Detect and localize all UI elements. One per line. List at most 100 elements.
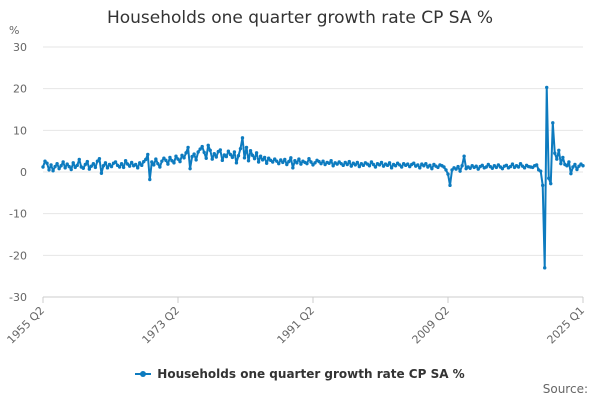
data-point[interactable] — [289, 156, 293, 160]
data-point[interactable] — [283, 157, 287, 162]
data-point[interactable] — [484, 165, 488, 169]
data-point[interactable] — [522, 166, 527, 170]
data-point[interactable] — [369, 160, 374, 164]
data-point[interactable] — [117, 165, 122, 169]
data-point[interactable] — [416, 163, 420, 167]
data-point[interactable] — [144, 157, 148, 162]
data-point[interactable] — [547, 176, 551, 180]
data-point[interactable] — [113, 160, 118, 164]
data-point[interactable] — [553, 151, 557, 155]
data-point[interactable] — [164, 158, 168, 163]
data-point[interactable] — [287, 159, 291, 164]
data-point[interactable] — [567, 160, 571, 164]
data-point[interactable] — [77, 157, 81, 162]
data-point[interactable] — [244, 145, 249, 150]
data-point[interactable] — [140, 163, 144, 168]
data-point[interactable] — [212, 151, 216, 156]
data-point[interactable] — [573, 162, 577, 167]
data-point[interactable] — [474, 164, 478, 168]
data-point[interactable] — [127, 164, 132, 168]
data-point[interactable] — [355, 160, 360, 165]
data-point[interactable] — [184, 151, 188, 155]
data-point[interactable] — [545, 85, 549, 90]
data-point[interactable] — [367, 164, 372, 168]
data-point[interactable] — [291, 166, 295, 170]
data-point[interactable] — [242, 156, 247, 160]
data-point[interactable] — [543, 266, 547, 270]
data-point[interactable] — [87, 167, 92, 171]
data-point[interactable] — [238, 146, 243, 151]
data-point[interactable] — [436, 165, 440, 170]
data-point[interactable] — [460, 164, 464, 168]
data-point[interactable] — [456, 164, 460, 169]
data-point[interactable] — [577, 164, 581, 168]
data-point[interactable] — [516, 165, 521, 169]
data-point[interactable] — [430, 166, 434, 171]
data-point[interactable] — [236, 154, 241, 158]
data-point[interactable] — [85, 159, 90, 164]
data-point[interactable] — [95, 159, 100, 163]
data-point[interactable] — [59, 164, 63, 168]
data-point[interactable] — [307, 156, 311, 161]
data-point[interactable] — [152, 163, 156, 167]
data-point[interactable] — [476, 167, 480, 171]
data-point[interactable] — [168, 155, 172, 160]
data-point[interactable] — [176, 157, 180, 161]
data-point[interactable] — [65, 162, 69, 166]
data-point[interactable] — [156, 161, 160, 166]
data-point[interactable] — [234, 161, 239, 165]
data-point[interactable] — [319, 161, 323, 166]
data-point[interactable] — [317, 159, 321, 164]
data-point[interactable] — [246, 159, 251, 163]
data-point[interactable] — [297, 157, 301, 161]
data-point[interactable] — [549, 181, 553, 186]
data-point[interactable] — [347, 159, 351, 164]
data-point[interactable] — [555, 157, 559, 161]
data-point[interactable] — [81, 166, 86, 170]
data-point[interactable] — [182, 156, 186, 160]
data-point[interactable] — [387, 161, 392, 165]
data-point[interactable] — [232, 150, 237, 154]
data-point[interactable] — [371, 162, 376, 167]
data-point[interactable] — [109, 164, 114, 169]
data-point[interactable] — [361, 163, 366, 168]
data-point[interactable] — [262, 155, 267, 160]
data-point[interactable] — [228, 152, 233, 157]
data-point[interactable] — [349, 164, 353, 168]
data-point[interactable] — [67, 164, 71, 169]
data-point[interactable] — [389, 166, 394, 170]
data-point[interactable] — [412, 161, 416, 165]
data-point[interactable] — [75, 163, 79, 168]
data-point[interactable] — [226, 149, 231, 153]
data-point[interactable] — [252, 156, 257, 161]
data-point[interactable] — [178, 159, 182, 164]
data-point[interactable] — [230, 155, 235, 160]
data-point[interactable] — [206, 143, 210, 148]
data-point[interactable] — [373, 165, 378, 169]
data-point[interactable] — [277, 161, 281, 166]
data-point[interactable] — [295, 161, 299, 165]
data-point[interactable] — [264, 161, 269, 165]
data-point[interactable] — [393, 164, 398, 168]
data-point[interactable] — [105, 166, 110, 170]
data-point[interactable] — [63, 166, 67, 170]
data-point[interactable] — [418, 166, 422, 170]
data-point[interactable] — [198, 147, 202, 151]
data-point[interactable] — [218, 148, 223, 152]
data-point[interactable] — [174, 154, 178, 158]
data-point[interactable] — [331, 164, 335, 168]
data-point[interactable] — [51, 169, 55, 173]
data-point[interactable] — [442, 165, 446, 169]
data-point[interactable] — [406, 162, 410, 166]
data-point[interactable] — [327, 161, 331, 165]
data-point[interactable] — [381, 164, 386, 168]
data-point[interactable] — [202, 150, 206, 155]
data-point[interactable] — [428, 163, 432, 168]
data-point[interactable] — [200, 144, 204, 149]
data-point[interactable] — [329, 159, 333, 163]
data-point[interactable] — [53, 164, 57, 169]
data-point[interactable] — [194, 158, 198, 162]
data-point[interactable] — [248, 149, 253, 153]
data-point[interactable] — [258, 154, 263, 158]
data-point[interactable] — [158, 165, 162, 169]
